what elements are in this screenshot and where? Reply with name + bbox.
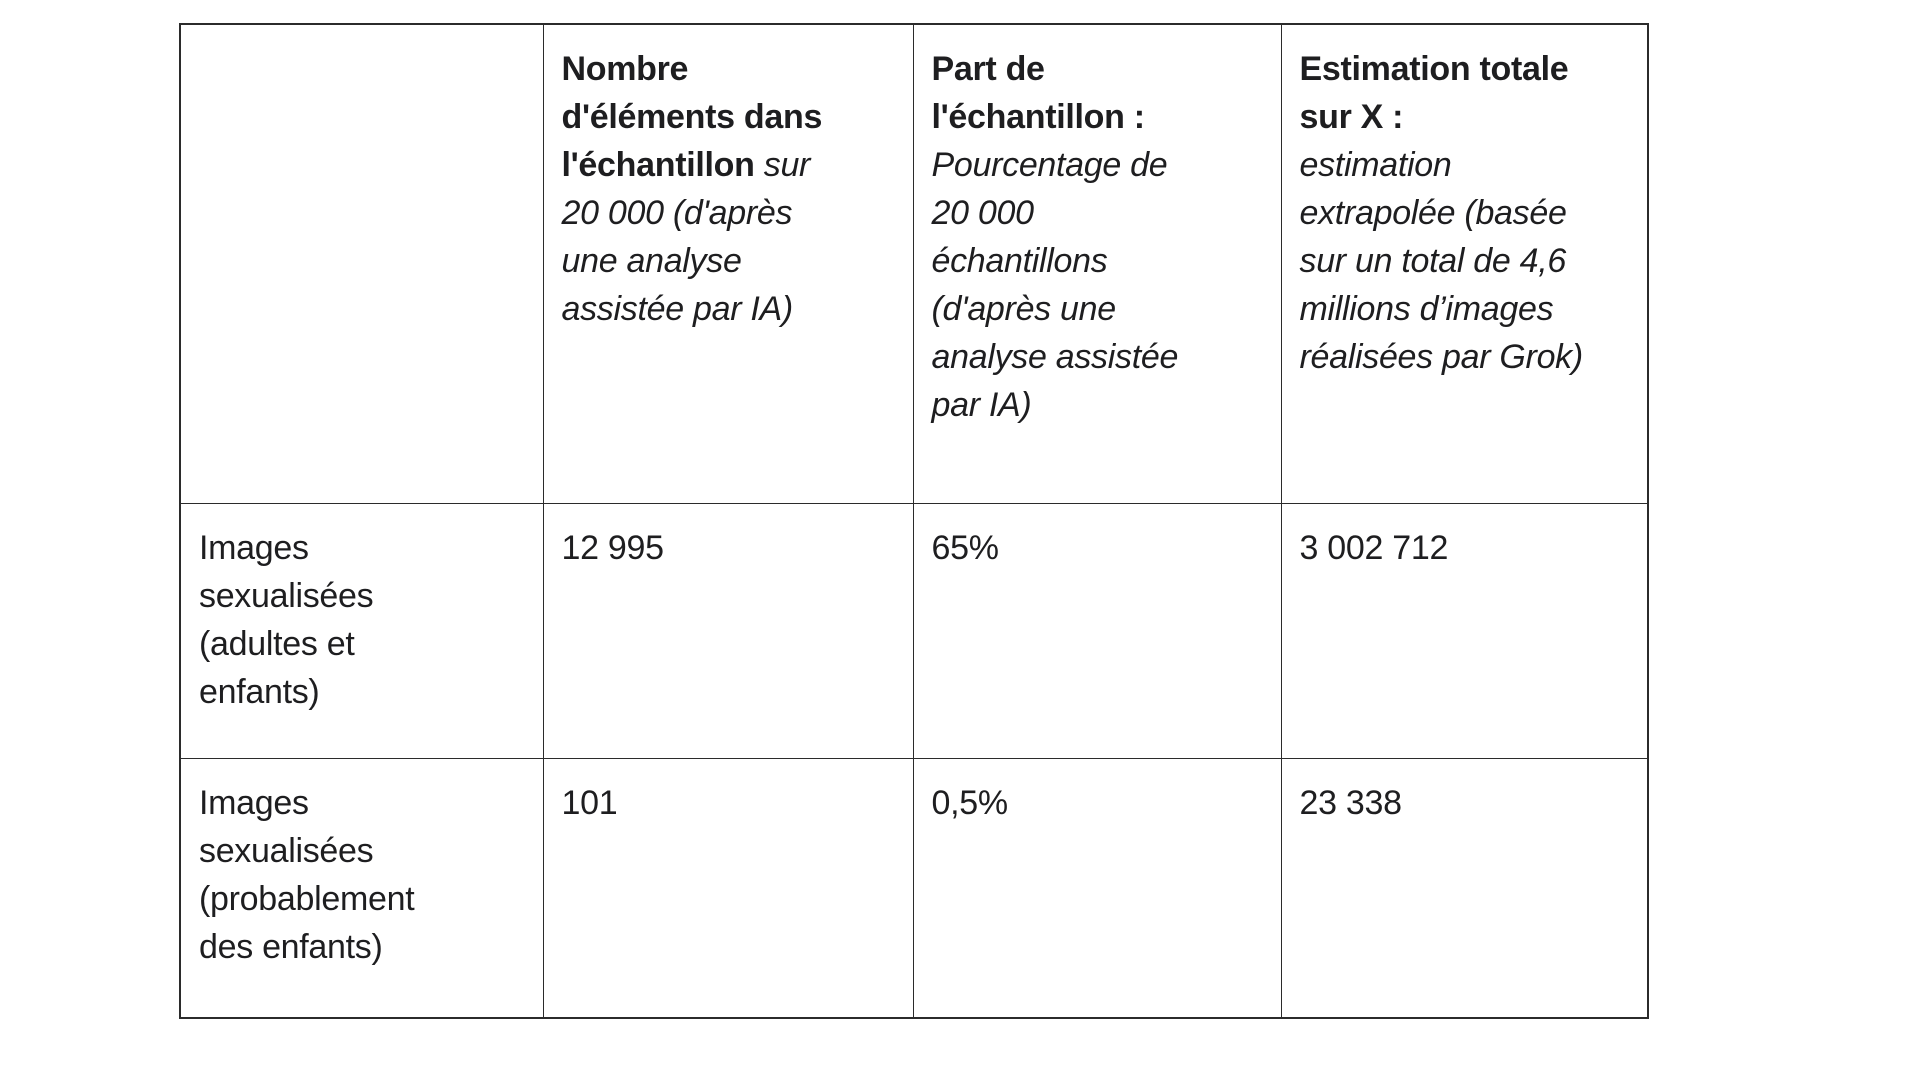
header-cell-sample-count: Nombre d'éléments dans l'échantillon sur… bbox=[542, 23, 914, 504]
statistics-table: Nombre d'éléments dans l'échantillon sur… bbox=[179, 23, 1649, 1019]
header-cell-sample-share: Part de l'échantillon : Pourcentage de 2… bbox=[912, 23, 1282, 504]
header-title-sample-share: Part de l'échantillon : bbox=[931, 50, 1146, 136]
row-label: Images sexualisées (adultes et enfants) bbox=[179, 502, 544, 759]
row-label: Images sexualisées (probablement des enf… bbox=[179, 757, 544, 1019]
table-row-sexualized-likely-children: Images sexualisées (probablement des enf… bbox=[179, 757, 1649, 1019]
cell-sample-share: 65% bbox=[912, 502, 1282, 759]
header-row: Nombre d'éléments dans l'échantillon sur… bbox=[179, 23, 1649, 504]
cell-estimated-total: 3 002 712 bbox=[1280, 502, 1649, 759]
cell-sample-count: 101 bbox=[542, 757, 914, 1019]
cell-sample-count: 12 995 bbox=[542, 502, 914, 759]
header-subtitle-sample-count: sur 20 000 (d'après une analyse assistée… bbox=[561, 146, 811, 328]
cell-estimated-total: 23 338 bbox=[1280, 757, 1649, 1019]
statistics-table-container: Nombre d'éléments dans l'échantillon sur… bbox=[179, 23, 1649, 1019]
table-row-sexualized-adults-children: Images sexualisées (adultes et enfants) … bbox=[179, 502, 1649, 759]
cell-sample-share: 0,5% bbox=[912, 757, 1282, 1019]
header-title-estimated-total: Estimation totale sur X : bbox=[1299, 50, 1569, 136]
header-subtitle-estimated-total: estimation extrapolée (basée sur un tota… bbox=[1299, 146, 1584, 376]
header-subtitle-sample-share: Pourcentage de 20 000 échantillons (d'ap… bbox=[931, 146, 1179, 424]
header-cell-empty bbox=[179, 23, 544, 504]
header-title-sample-count: Nombre d'éléments dans l'échantillon bbox=[561, 50, 823, 184]
header-cell-estimated-total: Estimation totale sur X : estimation ext… bbox=[1280, 23, 1649, 504]
